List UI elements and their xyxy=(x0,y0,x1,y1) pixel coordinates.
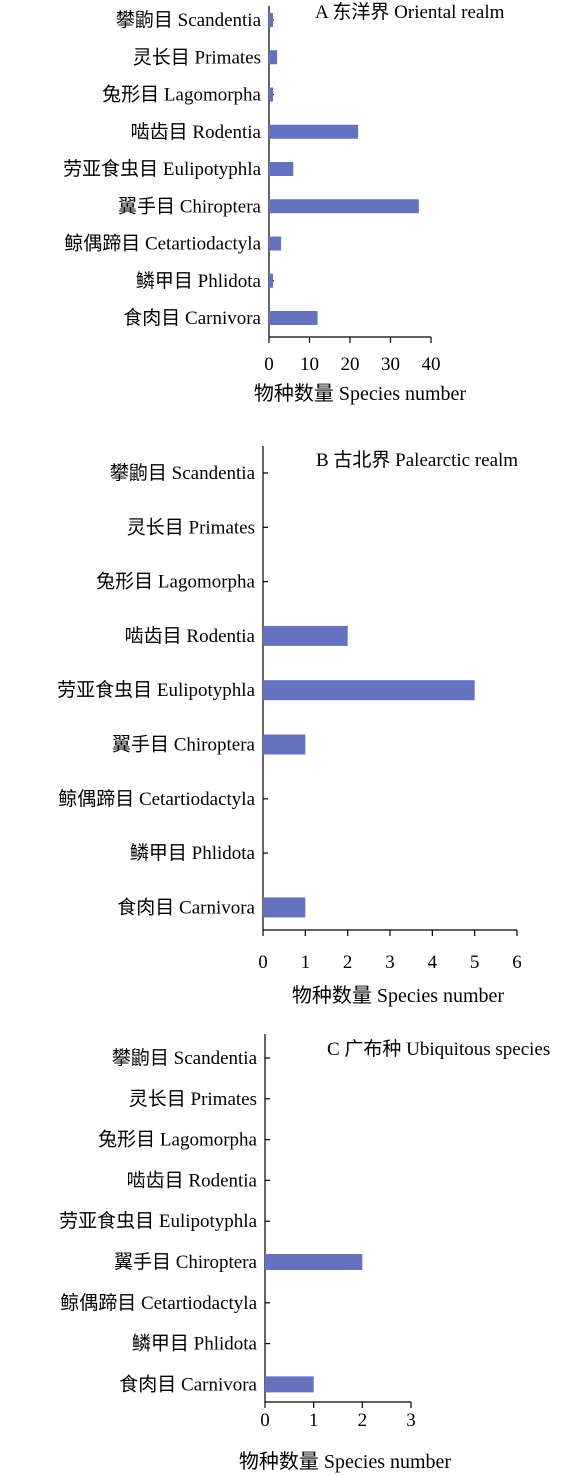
panel-a-x-tick-label: 30 xyxy=(381,354,400,375)
panel-b-category-label: 食肉目 Carnivora xyxy=(117,896,255,918)
panel-a-category-label: 鳞甲目 Phlidota xyxy=(136,270,262,292)
panel-b-category-label: 啮齿目 Rodentia xyxy=(125,625,256,647)
panel-a-x-tick-label: 40 xyxy=(422,354,441,375)
panel-c-x-tick-label: 1 xyxy=(309,1410,319,1431)
panel-a-x-tick-label: 0 xyxy=(264,354,274,375)
panel-b-x-tick-label: 6 xyxy=(512,952,522,973)
panel-b-x-tick-label: 3 xyxy=(385,952,395,973)
panel-a-category-label: 攀鼩目 Scandentia xyxy=(116,9,262,31)
panel-b-bar xyxy=(263,680,475,701)
panel-b-category-label: 鲸偶蹄目 Cetartiodactyla xyxy=(58,788,255,810)
panel-a-x-tick-label: 20 xyxy=(341,354,360,375)
panel-a-x-tick-label: 10 xyxy=(300,354,319,375)
panel-c-category-label: 攀鼩目 Scandentia xyxy=(112,1047,258,1069)
panel-b-category-label: 攀鼩目 Scandentia xyxy=(110,462,256,484)
panel-a-bar xyxy=(269,13,274,27)
panel-a-category-label: 翼手目 Chiroptera xyxy=(118,195,262,217)
panel-b-category-label: 灵长目 Primates xyxy=(127,516,255,538)
panel-a-bar xyxy=(269,273,274,288)
panel-b-x-axis-label: 物种数量 Species number xyxy=(292,984,505,1007)
panel-a-bar xyxy=(269,236,282,251)
panel-a-category-label: 灵长目 Primates xyxy=(133,46,261,68)
panel-c-bar xyxy=(265,1376,314,1393)
panel-b-bar xyxy=(263,734,306,755)
panel-c-category-label: 劳亚食虫目 Eulipotyphla xyxy=(59,1210,257,1232)
panel-b-bar xyxy=(263,897,306,918)
panel-c-category-label: 鳞甲目 Phlidota xyxy=(132,1333,258,1355)
panel-c-category-label: 翼手目 Chiroptera xyxy=(114,1251,258,1273)
panel-b-x-tick-label: 2 xyxy=(343,952,353,973)
panel-c-category-label: 食肉目 Carnivora xyxy=(119,1373,257,1395)
panel-b-x-tick-label: 0 xyxy=(258,952,268,973)
panel-b-bar xyxy=(263,625,348,646)
panel-b-x-tick-label: 4 xyxy=(428,952,438,973)
panel-a-bar xyxy=(269,162,294,176)
panel-c-category-label: 灵长目 Primates xyxy=(129,1088,257,1110)
panel-b-title: B 古北界 Palearctic realm xyxy=(316,449,518,471)
panel-b-x-tick-label: 1 xyxy=(301,952,311,973)
panel-a-bar xyxy=(269,124,359,139)
panel-b-category-label: 翼手目 Chiroptera xyxy=(112,734,256,756)
panel-c-title: C 广布种 Ubiquitous species xyxy=(327,1038,550,1060)
panel-b-x-tick-label: 5 xyxy=(470,952,480,973)
panel-c-x-tick-label: 3 xyxy=(406,1410,416,1431)
panel-a-bar xyxy=(269,311,318,325)
panel-c-category-label: 鲸偶蹄目 Cetartiodactyla xyxy=(60,1292,257,1314)
panel-a-bar xyxy=(269,87,274,102)
panel-c-x-tick-label: 0 xyxy=(260,1410,270,1431)
panel-b-category-label: 鳞甲目 Phlidota xyxy=(130,842,256,864)
panel-b-category-label: 兔形目 Lagomorpha xyxy=(96,571,255,593)
panel-a-bar xyxy=(269,50,278,65)
panel-a-category-label: 食肉目 Carnivora xyxy=(123,307,261,329)
panel-a-category-label: 鲸偶蹄目 Cetartiodactyla xyxy=(64,233,261,255)
panel-c-category-label: 兔形目 Lagomorpha xyxy=(98,1129,257,1151)
panel-a-x-axis-label: 物种数量 Species number xyxy=(254,382,467,405)
panel-a-category-label: 兔形目 Lagomorpha xyxy=(102,84,261,106)
panel-c-bar xyxy=(265,1254,363,1270)
panel-c-category-label: 啮齿目 Rodentia xyxy=(127,1169,258,1191)
panel-c-x-tick-label: 2 xyxy=(358,1410,368,1431)
panel-a-category-label: 劳亚食虫目 Eulipotyphla xyxy=(63,158,261,180)
panel-a-category-label: 啮齿目 Rodentia xyxy=(131,121,262,143)
panel-c-x-axis-label: 物种数量 Species number xyxy=(239,1450,452,1473)
panel-a-bar xyxy=(269,199,419,214)
panel-a-title: A 东洋界 Oriental realm xyxy=(315,1,505,23)
panel-b-category-label: 劳亚食虫目 Eulipotyphla xyxy=(57,679,255,701)
